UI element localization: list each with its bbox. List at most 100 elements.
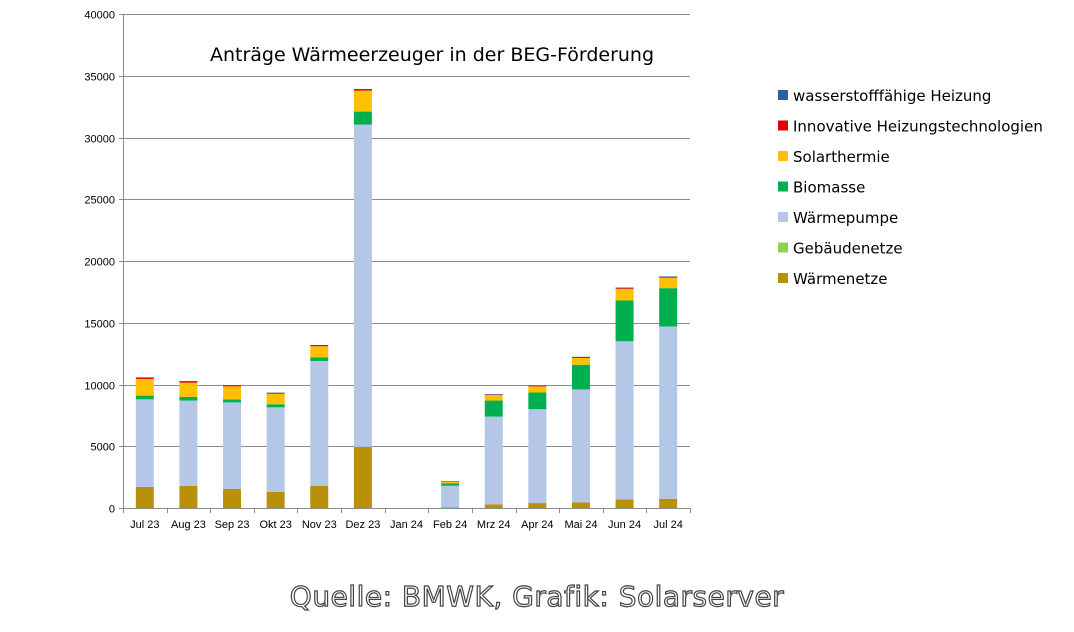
bar-segment: [484, 400, 503, 417]
bar-segment: [266, 393, 285, 405]
grid-lines: [119, 14, 690, 509]
bar-segment: [441, 481, 460, 482]
bars: [135, 88, 678, 508]
bar-segment: [353, 446, 372, 508]
source-credit: Quelle: BMWK, Grafik: Solarserver: [289, 579, 785, 613]
bar-segment: [441, 507, 460, 508]
bar-segment: [571, 364, 590, 390]
bar-segment: [310, 357, 329, 362]
x-tick-label: Dez 23: [345, 519, 380, 531]
bar-segment: [223, 488, 242, 508]
bar-segment: [223, 399, 242, 403]
legend-label: Gebäudenetze: [793, 240, 903, 258]
bar-segment: [484, 416, 503, 505]
bar-segment: [528, 386, 547, 393]
legend-label: Innovative Heizungstechnologien: [793, 118, 1043, 136]
bar-segment: [310, 361, 329, 486]
bar-segment: [615, 287, 634, 289]
x-tick-label: Jun 24: [608, 519, 641, 531]
bar-segment: [441, 481, 460, 484]
bar-segment: [135, 399, 154, 488]
bar-segment: [615, 300, 634, 342]
bar-segment: [484, 394, 503, 395]
x-tick-labels: Jul 23 Aug 23 Sep 23 Okt 23 Nov 23 Dez 23 Jan …: [130, 519, 683, 531]
bar-segment: [571, 356, 590, 358]
legend-swatch: [778, 242, 788, 253]
legend-swatch: [778, 90, 788, 100]
bar-segment: [179, 381, 198, 382]
bar-segment: [659, 288, 678, 327]
bar-segment: [659, 326, 678, 499]
bar-segment: [571, 356, 590, 358]
legend-swatch: [778, 151, 788, 161]
y-tick-labels: 0 5000 10000 15000 20000 25000 30000 35000 40000: [84, 10, 115, 516]
y-tick-label: 30000: [84, 134, 115, 146]
bar-segment: [528, 385, 547, 387]
x-tick-label: Nov 23: [302, 519, 337, 531]
bar-segment: [528, 392, 547, 410]
legend-label: Biomasse: [793, 179, 865, 197]
bar-segment: [135, 377, 154, 379]
x-tick-label: Mrz 24: [477, 519, 511, 531]
x-tick-label: Feb 24: [433, 519, 467, 531]
legend: wasserstofffähige Heizung Innovative Heiz…: [778, 87, 1043, 288]
legend-swatch: [778, 120, 788, 131]
y-tick-label: 5000: [91, 442, 115, 454]
y-tick-label: 20000: [84, 257, 115, 269]
bar-segment: [528, 409, 547, 504]
bar-segment: [615, 341, 634, 500]
x-tick-label: Mai 24: [564, 519, 597, 531]
bar-segment: [659, 498, 678, 508]
y-tick-label: 0: [109, 504, 115, 516]
x-tick-label: Aug 23: [171, 519, 206, 531]
bar-segment: [528, 503, 547, 508]
bar-segment: [484, 504, 503, 508]
bar-segment: [179, 485, 198, 508]
bar-segment: [615, 288, 634, 301]
bar-segment: [135, 395, 154, 400]
y-tick-label: 25000: [84, 195, 115, 207]
bar-segment: [571, 357, 590, 365]
bar-segment: [266, 392, 285, 394]
legend-label: Wärmepumpe: [793, 209, 898, 227]
bar-segment: [353, 90, 372, 112]
bar-segment: [135, 377, 154, 378]
chart-title: Anträge Wärmeerzeuger in der BEG-Förderu…: [210, 44, 654, 66]
bar-segment: [310, 485, 329, 508]
bar-segment: [615, 499, 634, 508]
bar-segment: [310, 345, 329, 347]
x-tick-label: Jan 24: [390, 519, 423, 531]
bar-segment: [266, 491, 285, 508]
bar-segment: [266, 407, 285, 492]
bar-segment: [484, 394, 503, 401]
bar-segment: [266, 404, 285, 408]
legend-swatch: [778, 212, 788, 222]
bar-segment: [310, 344, 329, 346]
legend-label: Wärmenetze: [793, 270, 888, 288]
x-tick-label: Apr 24: [521, 519, 553, 531]
bar-segment: [353, 89, 372, 91]
bar-segment: [179, 396, 198, 401]
bar-segment: [659, 276, 678, 278]
bar-segment: [441, 483, 460, 486]
bar-segment: [179, 382, 198, 397]
bar-segment: [135, 378, 154, 396]
bar-segment: [353, 124, 372, 447]
bar-segment: [223, 386, 242, 400]
legend-label: wasserstofffähige Heizung: [793, 87, 991, 105]
legend-swatch: [778, 181, 788, 192]
x-tick-label: Okt 23: [259, 519, 291, 531]
bar-segment: [615, 287, 634, 289]
x-tick-label: Jul 24: [654, 519, 683, 531]
y-tick-label: 10000: [84, 381, 115, 393]
y-tick-label: 40000: [84, 10, 115, 22]
bar-segment: [441, 485, 460, 508]
y-tick-label: 35000: [84, 72, 115, 84]
bar-segment: [266, 392, 285, 394]
bar-segment: [659, 277, 678, 289]
bar-segment: [659, 276, 678, 278]
bar-segment: [179, 381, 198, 383]
axes: [123, 14, 691, 513]
bar-segment: [179, 400, 198, 486]
